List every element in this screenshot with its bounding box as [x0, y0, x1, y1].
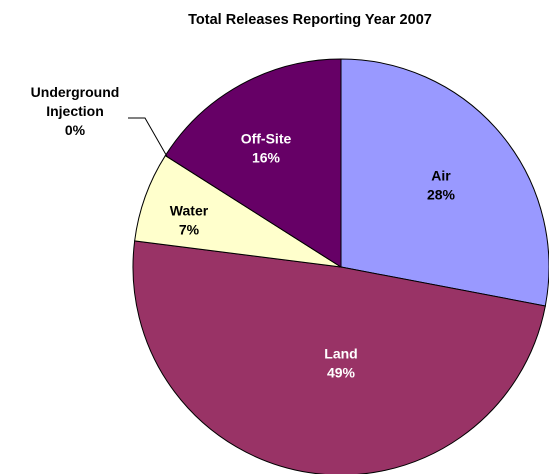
pie-slice-land	[132, 240, 546, 474]
pie-slice-off-site	[164, 58, 342, 268]
slice-label-land: Land 49%	[324, 346, 357, 381]
labels-layer: Air 28% Land 49% Water 7% Underground Injection…	[31, 84, 456, 381]
slice-label-water: Water 7%	[170, 203, 209, 238]
leader-line-underground-injection	[128, 117, 168, 157]
slice-label-off-site: Off-Site 16%	[241, 131, 292, 166]
chart-title: Total Releases Reporting Year 2007	[188, 12, 432, 28]
slice-label-underground-injection: Underground Injection 0%	[31, 84, 120, 138]
slice-label-air: Air 28%	[427, 168, 456, 203]
leader-layer	[128, 117, 168, 157]
slices-layer	[132, 58, 549, 474]
